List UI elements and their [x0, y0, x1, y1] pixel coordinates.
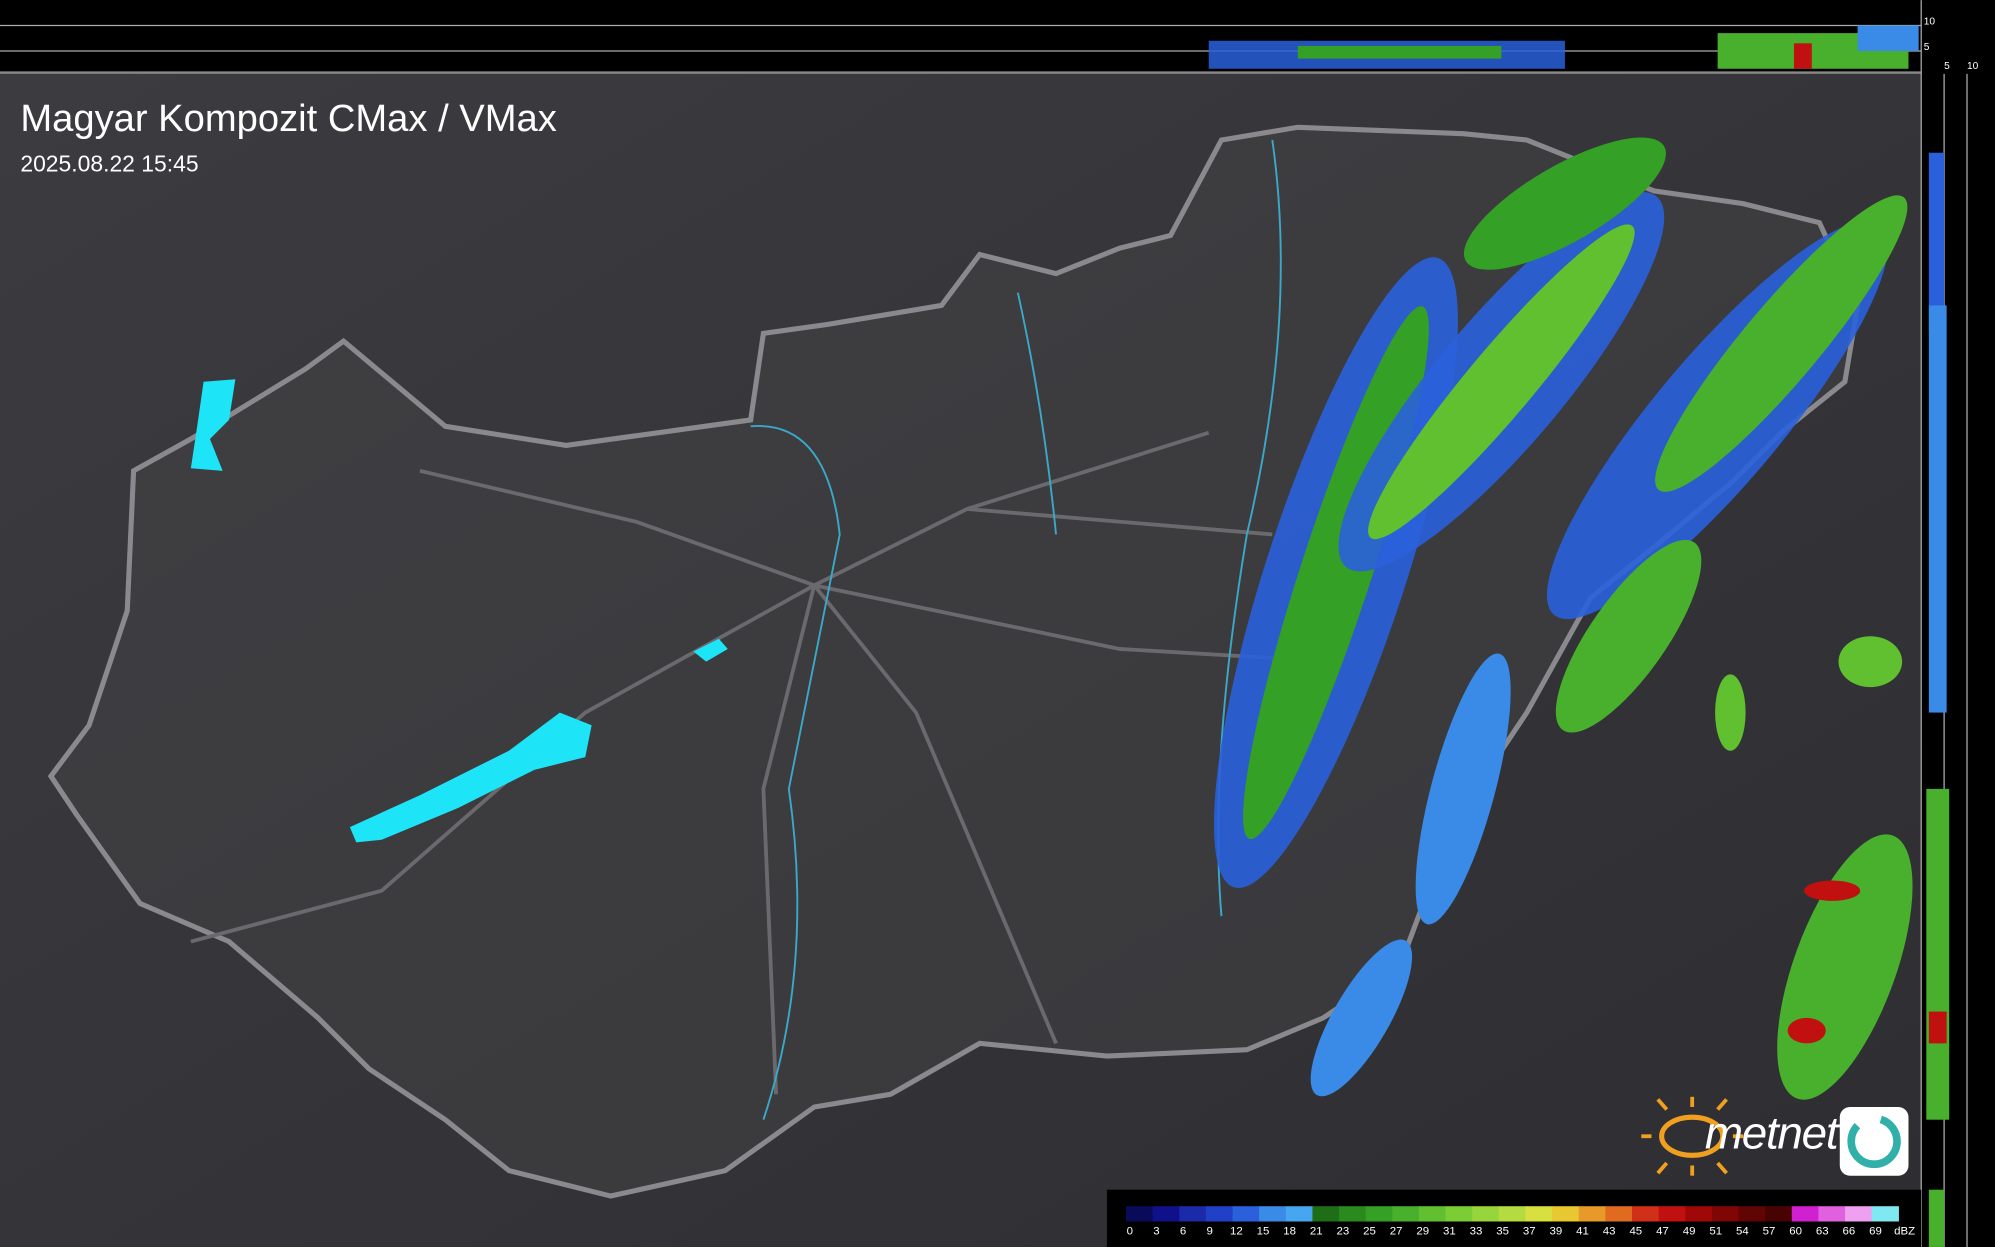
echo [1415, 653, 1511, 925]
echo [1787, 1017, 1826, 1044]
legend-swatch [1392, 1206, 1420, 1222]
legend-tick-label: 57 [1763, 1226, 1776, 1238]
legend-tick-label: 69 [1869, 1226, 1882, 1238]
legend-swatch [1765, 1206, 1793, 1222]
legend-tick-label: 45 [1629, 1226, 1642, 1238]
profile-label: 5 [1924, 42, 1930, 53]
legend-tick-label: 3 [1153, 1226, 1159, 1238]
legend-tick-label: 9 [1207, 1226, 1213, 1238]
legend-swatch [1152, 1206, 1180, 1222]
legend-swatch [1285, 1206, 1314, 1222]
profile-echo [1928, 1189, 1945, 1247]
logo: metnet [1641, 1096, 1909, 1176]
legend-swatch [1791, 1206, 1820, 1222]
echo [1804, 880, 1861, 901]
legend-swatch [1418, 1206, 1447, 1222]
legend-tick-label: 33 [1470, 1226, 1483, 1238]
legend-tick-label: 18 [1283, 1226, 1296, 1238]
legend-swatch [1552, 1206, 1580, 1222]
legend-swatch [1232, 1206, 1260, 1222]
lake [693, 638, 728, 662]
legend-tick-label: 47 [1656, 1226, 1669, 1238]
legend-swatch [1738, 1206, 1766, 1222]
legend-tick-label: 25 [1363, 1226, 1376, 1238]
legend-swatch [1445, 1206, 1473, 1222]
legend: 0 3 6 9 12 15 18 21 23 25 27 29 31 33 35 37 39 41 43 45 47 49… [1126, 1206, 1915, 1238]
legend-tick-label: 15 [1257, 1226, 1270, 1238]
legend-swatch [1312, 1206, 1340, 1222]
profile-label: 10 [1967, 61, 1979, 72]
lake [190, 379, 236, 471]
legend-tick-label: 39 [1550, 1226, 1563, 1238]
legend-swatch [1845, 1206, 1873, 1222]
radar-echoes [1213, 137, 1913, 1100]
profile-echo [1928, 305, 1947, 713]
legend-tick-label: 12 [1230, 1226, 1243, 1238]
profile-echo [1928, 1011, 1947, 1044]
legend-tick-label: 51 [1709, 1226, 1722, 1238]
legend-tick-label: 41 [1576, 1226, 1589, 1238]
legend-tick-label: 27 [1390, 1226, 1403, 1238]
legend-swatch [1578, 1206, 1606, 1222]
profile-echo [1297, 45, 1502, 59]
logo-text: metnet [1705, 1107, 1841, 1158]
echo [1715, 674, 1746, 751]
legend-swatch [1711, 1206, 1740, 1222]
legend-swatch [1631, 1206, 1660, 1222]
legend-tick-label: 43 [1603, 1226, 1616, 1238]
legend-swatch [1685, 1206, 1713, 1222]
legend-tick-label: 21 [1310, 1226, 1323, 1238]
legend-swatch [1205, 1206, 1234, 1222]
legend-swatch [1871, 1206, 1899, 1222]
timestamp: 2025.08.22 15:45 [20, 151, 198, 177]
legend-swatch [1259, 1206, 1287, 1222]
profile-label: 10 [1924, 16, 1936, 27]
profile-echo [1926, 788, 1950, 1120]
legend-tick-label: 37 [1523, 1226, 1536, 1238]
echo [1555, 539, 1702, 733]
echo [1310, 939, 1413, 1097]
legend-tick-label: 60 [1789, 1226, 1802, 1238]
logo-swirl [1847, 1114, 1901, 1169]
legend-swatch [1179, 1206, 1207, 1222]
legend-swatch [1126, 1206, 1154, 1222]
legend-tick-label: 66 [1842, 1226, 1855, 1238]
legend-tick-label: 54 [1736, 1226, 1749, 1238]
legend-tick-label: 31 [1443, 1226, 1456, 1238]
echo [1463, 137, 1666, 270]
echo [1838, 636, 1903, 688]
legend-tick-label: 49 [1683, 1226, 1696, 1238]
legend-swatch [1472, 1206, 1500, 1222]
legend-unit: dBZ [1894, 1226, 1915, 1238]
legend-tick-label: 23 [1337, 1226, 1350, 1238]
profile-label: 5 [1944, 61, 1950, 72]
legend-tick-label: 0 [1127, 1226, 1133, 1238]
legend-swatch [1818, 1206, 1846, 1222]
legend-swatch [1658, 1206, 1686, 1222]
legend-tick-label: 35 [1496, 1226, 1509, 1238]
legend-tick-label: 29 [1416, 1226, 1429, 1238]
legend-swatch [1339, 1206, 1367, 1222]
echo [1655, 195, 1908, 492]
profile-echo [1857, 25, 1919, 51]
legend-swatch [1498, 1206, 1527, 1222]
lake [349, 712, 592, 843]
roads [190, 430, 1337, 1095]
logo-rays [1641, 1096, 1744, 1176]
legend-tick-label: 6 [1180, 1226, 1186, 1238]
logo-sun [1659, 1114, 1726, 1158]
profile-echo [1793, 43, 1812, 69]
legend-swatch [1605, 1206, 1633, 1222]
legend-swatch [1365, 1206, 1393, 1222]
map-title: Magyar Kompozit CMax / VMax [20, 97, 556, 140]
legend-tick-label: 63 [1816, 1226, 1829, 1238]
profile-echo [1928, 152, 1945, 331]
echo [1368, 224, 1635, 540]
legend-swatch [1525, 1206, 1553, 1222]
